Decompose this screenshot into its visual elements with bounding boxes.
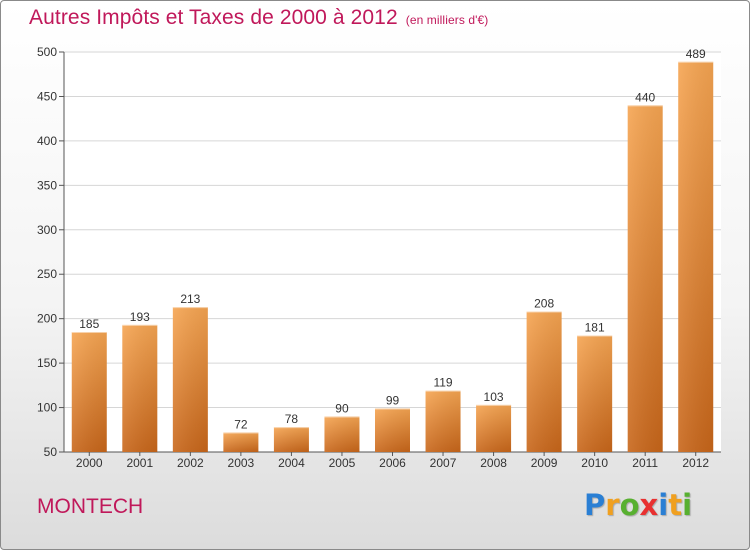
x-tick-label: 2009: [531, 456, 558, 470]
bar-shade: [375, 408, 410, 452]
x-tick-label: 2010: [581, 456, 608, 470]
bar-shade: [223, 432, 259, 452]
y-tick-label: 150: [37, 356, 57, 370]
bar-2001: [122, 324, 158, 452]
bar-2012: [678, 61, 714, 453]
y-tick-label: 200: [37, 312, 57, 326]
logo-letter: i: [682, 488, 693, 522]
bar-shade: [71, 332, 107, 452]
y-tick-label: 500: [37, 45, 57, 59]
chart-title-block: Autres Impôts et Taxes de 2000 à 2012 (en…: [29, 6, 488, 30]
x-tick-label: 2000: [76, 456, 103, 470]
y-tick-label: 450: [37, 89, 57, 103]
chart-subtitle: (en milliers d'€): [405, 13, 489, 27]
bar-value-label: 181: [585, 321, 605, 335]
bar-2010: [577, 335, 613, 452]
bar-2004: [273, 427, 309, 452]
bar-value-label: 72: [234, 417, 248, 431]
bar-2002: [172, 307, 208, 452]
y-tick-label: 100: [37, 401, 57, 415]
y-tick-label: 350: [37, 178, 57, 192]
x-tick-label: 2012: [682, 456, 709, 470]
y-tick-label: 400: [37, 134, 57, 148]
x-tick-label: 2006: [379, 456, 406, 470]
x-tick-label: 2001: [126, 456, 153, 470]
bar-value-label: 440: [635, 90, 655, 104]
bar-2008: [476, 404, 512, 452]
bar-shade: [526, 311, 562, 452]
bar-shade: [425, 390, 461, 452]
bar-shade: [172, 307, 208, 452]
bar-value-label: 78: [285, 412, 299, 426]
bar-2005: [324, 416, 360, 452]
bar-shade: [627, 105, 663, 452]
y-tick-label: 300: [37, 223, 57, 237]
bar-shade: [476, 404, 512, 452]
bar-2011: [627, 105, 663, 452]
proxiti-logo: Proxiti: [584, 488, 692, 522]
logo-letter: r: [605, 488, 620, 522]
bar-2009: [526, 311, 562, 452]
bar-value-label: 99: [386, 393, 400, 407]
x-tick-label: 2004: [278, 456, 305, 470]
commune-name: MONTECH: [37, 495, 144, 518]
y-tick-label: 250: [37, 267, 57, 281]
grid-layer: [64, 51, 721, 453]
logo-letter: x: [639, 488, 659, 522]
bar-2000: [71, 332, 107, 452]
bar-shade: [577, 335, 613, 452]
bar-value-label: 489: [686, 47, 706, 61]
x-tick-label: 2011: [632, 456, 658, 470]
logo-letter: P: [584, 488, 606, 522]
x-tick-label: 2005: [329, 456, 356, 470]
label-layer: 185 2000 193 2001 213 2002 72 2003 78 2004 90 2005 9…: [76, 47, 709, 470]
bar-shade: [273, 427, 309, 452]
bar-value-label: 213: [180, 292, 200, 306]
chart-title: Autres Impôts et Taxes de 2000 à 2012: [29, 6, 398, 29]
logo-letter: o: [619, 488, 640, 522]
bar-shade: [324, 416, 360, 452]
bar-value-label: 208: [534, 297, 554, 311]
x-tick-label: 2002: [177, 456, 204, 470]
bar-value-label: 185: [79, 317, 99, 331]
bar-shade: [122, 324, 158, 452]
x-tick-label: 2007: [430, 456, 457, 470]
bar-layer: [71, 61, 714, 453]
bar-value-label: 103: [484, 390, 504, 404]
bar-2003: [223, 432, 259, 452]
y-tick-label: 50: [44, 445, 58, 459]
x-tick-label: 2008: [480, 456, 507, 470]
bar-value-label: 119: [433, 376, 452, 390]
bar-2007: [425, 390, 461, 452]
bar-value-label: 193: [130, 310, 150, 324]
bar-shade: [678, 61, 714, 453]
bar-value-label: 90: [335, 401, 349, 415]
bar-2006: [375, 408, 410, 452]
x-tick-label: 2003: [228, 456, 255, 470]
plot-area: [64, 52, 721, 452]
logo-letter: i: [658, 488, 669, 522]
logo-letter: t: [668, 488, 683, 522]
